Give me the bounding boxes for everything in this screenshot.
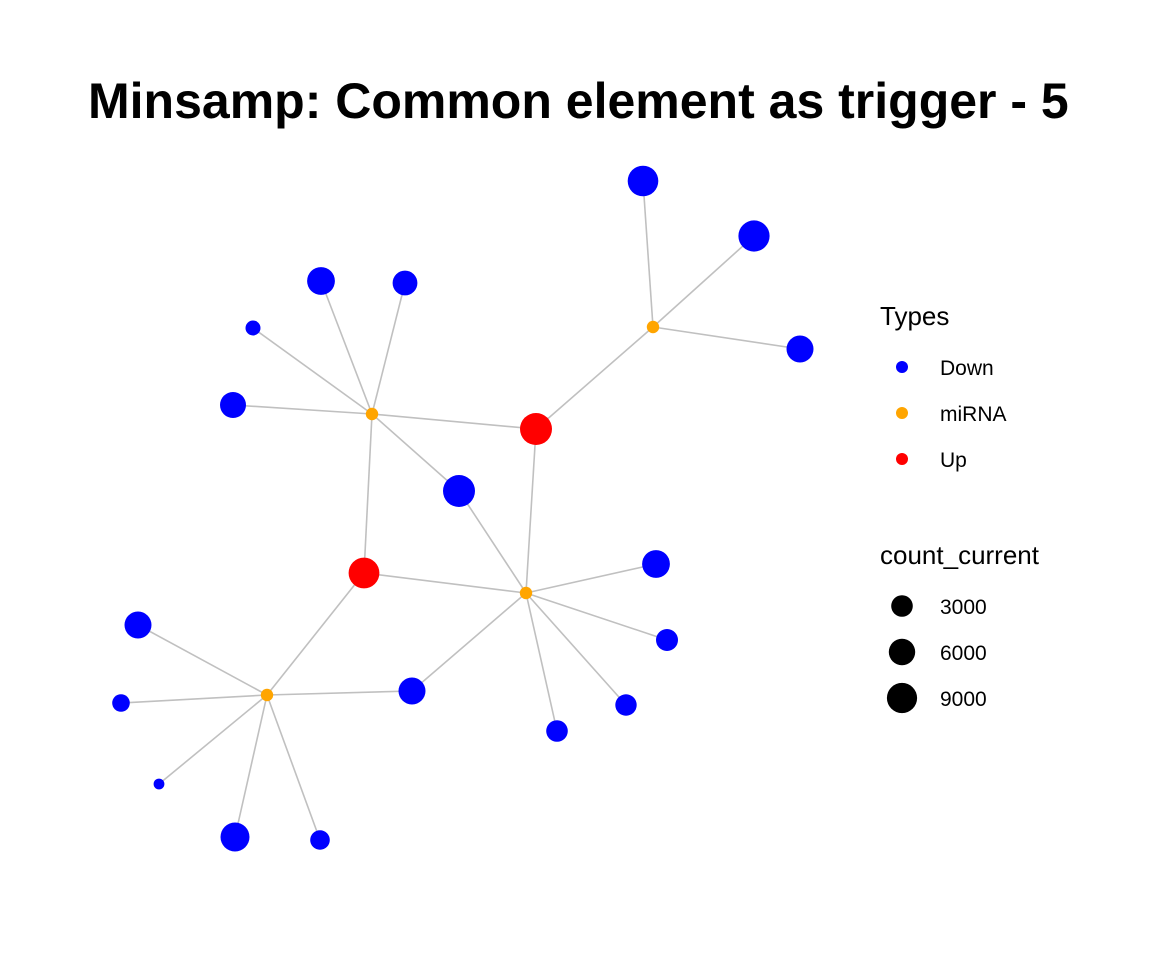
edge-m3-d8: [458, 490, 527, 594]
node-down-d8: [443, 475, 475, 507]
node-down-d5: [392, 270, 418, 296]
node-down-d10: [656, 629, 678, 651]
node-down-d9: [642, 550, 670, 578]
node-down-d1: [627, 165, 659, 197]
edge-m4-d15: [120, 694, 268, 704]
legend-up-swatch: [896, 453, 908, 465]
nodes-layer: [112, 165, 814, 852]
legend-size-9000-swatch: [886, 682, 918, 714]
legend-size-3000-label: 3000: [940, 596, 987, 619]
legend-types-title: Types: [880, 301, 949, 331]
edge-m4-d13: [137, 624, 268, 696]
edge-m2-d5: [371, 282, 406, 415]
node-down-d14: [398, 677, 426, 705]
node-mirna-m3: [519, 586, 533, 600]
edge-m4-d14: [266, 690, 413, 696]
edge-m1-u1: [535, 326, 654, 430]
node-down-d2: [738, 220, 770, 252]
legend-mirna-swatch: [896, 407, 908, 419]
legend-size-6000-label: 6000: [940, 642, 987, 665]
edge-m1-d3: [652, 326, 801, 350]
legend-types: Types Down miRNA Up: [880, 301, 1007, 472]
node-down-d17: [220, 822, 250, 852]
edge-m3-d9: [525, 563, 657, 594]
node-down-d15: [112, 694, 130, 712]
edge-m3-d10: [525, 592, 668, 641]
edge-m3-d11: [525, 592, 627, 706]
legend-mirna-label: miRNA: [940, 403, 1007, 426]
node-down-d3: [786, 335, 814, 363]
node-up-u2: [348, 557, 380, 589]
edge-m2-u2: [363, 413, 373, 574]
edge-m3-d12: [525, 592, 558, 732]
edge-m2-d6: [252, 327, 373, 415]
legend-size-6000-swatch: [888, 638, 916, 666]
edge-m4-d16: [158, 694, 268, 785]
edge-m4-d17: [234, 694, 268, 838]
node-down-d12: [546, 720, 568, 742]
legend-down-label: Down: [940, 357, 994, 380]
legend-sizes: count_current 3000 6000 9000: [880, 540, 1040, 714]
edges-layer: [120, 180, 801, 841]
edge-m3-d14: [411, 592, 527, 692]
legend-down-swatch: [896, 361, 908, 373]
chart-title: Minsamp: Common element as trigger - 5: [88, 73, 1069, 129]
node-down-d13: [124, 611, 152, 639]
legend-size-title: count_current: [880, 540, 1040, 570]
node-down-d7: [220, 392, 246, 418]
legend-size-9000-label: 9000: [940, 688, 987, 711]
edge-m4-d18: [266, 694, 321, 841]
edge-m3-u2: [363, 572, 527, 594]
edge-m4-u2: [266, 572, 365, 696]
edge-m3-u1: [525, 428, 537, 594]
edge-m2-u1: [371, 413, 537, 430]
legend-size-3000-swatch: [891, 595, 913, 617]
node-down-d4: [307, 267, 335, 295]
edge-m2-d4: [320, 280, 373, 415]
node-mirna-m2: [365, 407, 379, 421]
node-mirna-m4: [260, 688, 274, 702]
edge-m2-d7: [232, 404, 373, 415]
legend-up-label: Up: [940, 449, 967, 472]
node-down-d11: [615, 694, 637, 716]
node-mirna-m1: [646, 320, 660, 334]
edge-m1-d1: [642, 180, 654, 328]
edge-m1-d2: [652, 235, 755, 328]
node-up-u1: [520, 413, 552, 445]
node-down-d16: [153, 778, 165, 790]
node-down-d18: [310, 830, 330, 850]
node-down-d6: [245, 320, 261, 336]
edge-m2-d8: [371, 413, 460, 492]
